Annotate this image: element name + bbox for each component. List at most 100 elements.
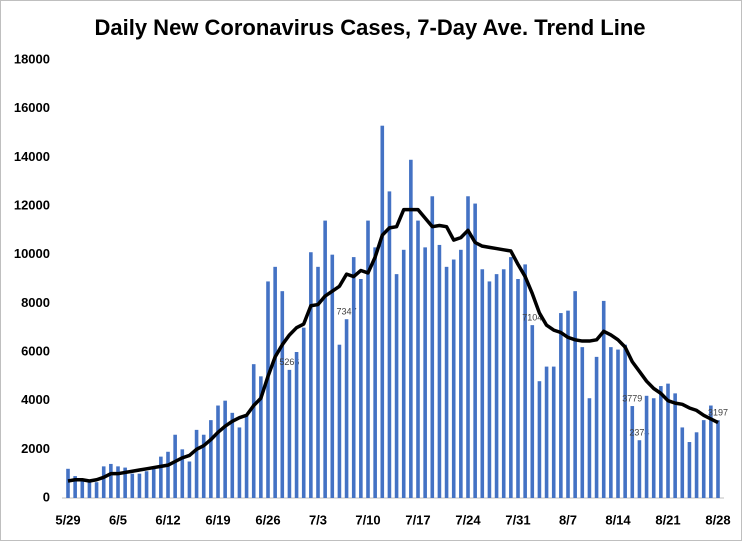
bar [216,405,220,498]
bar [680,427,685,498]
y-tick-label: 10000 [14,246,50,261]
bar [223,400,227,498]
y-tick-label: 0 [43,489,50,504]
bar [544,366,549,498]
bar [559,313,563,498]
trend-line [67,207,719,483]
bar [144,471,149,498]
bar [401,249,406,498]
x-tick-label: 5/29 [55,512,80,527]
bar [423,247,427,498]
bar [87,480,92,498]
bar [637,440,642,498]
data-label: 7104 [522,313,542,323]
bar [394,274,399,498]
bar [251,364,256,498]
bar [530,325,535,498]
y-tick-label: 12000 [14,197,50,212]
bar [173,434,177,498]
bar [280,291,285,498]
bar [509,257,513,498]
bar [137,473,142,498]
bar [359,279,363,498]
x-tick-label: 8/21 [655,512,680,527]
bar [716,420,720,498]
bar [151,466,156,498]
data-label: 3197 [708,408,728,418]
bar [287,369,292,498]
x-tick-label: 7/17 [405,512,430,527]
x-tick-label: 8/7 [559,512,577,527]
bar [316,266,320,498]
bar [409,159,413,498]
bar [244,415,249,498]
bar [373,247,377,498]
bar [587,398,592,498]
x-tick-label: 8/28 [705,512,730,527]
y-tick-label: 14000 [14,149,50,164]
bar [473,203,477,499]
bar [609,347,613,498]
bar [651,398,656,498]
y-tick-label: 16000 [14,100,50,115]
y-tick-label: 6000 [21,343,50,358]
bar [309,252,313,498]
bar [501,269,506,498]
bar [430,196,435,498]
bar [416,220,420,498]
bar [209,420,213,498]
y-tick-label: 8000 [21,295,50,310]
bar [294,352,299,498]
bar [116,466,120,498]
bar [459,249,463,498]
bar [701,420,706,498]
bar [101,466,106,498]
bar [123,467,127,498]
bar [537,381,542,498]
bar [516,279,520,498]
bar [466,196,470,498]
bar [194,429,199,498]
bar [301,327,306,498]
bar [444,266,449,498]
bar [580,347,585,498]
bar [487,281,492,498]
bar [94,482,99,498]
bar [451,259,456,498]
bar [566,310,570,498]
bar [130,473,135,498]
bar [494,274,499,498]
bar [273,266,277,498]
x-tick-label: 6/26 [255,512,280,527]
y-tick-label: 4000 [21,392,50,407]
bar [159,456,163,498]
bar [673,393,677,498]
bar [601,300,606,498]
bar [344,319,349,498]
y-tick-label: 18000 [14,51,50,66]
x-tick-label: 7/31 [505,512,530,527]
bar [230,412,235,498]
bar [330,254,335,498]
bar [201,434,206,498]
bar [523,264,527,498]
bar [709,405,713,498]
data-label: 3779 [622,393,642,403]
x-tick-label: 6/12 [155,512,180,527]
bar [480,269,485,498]
bar [687,442,692,498]
x-tick-label: 6/19 [205,512,230,527]
bar [109,463,113,498]
bar [437,244,442,498]
bar [659,386,663,498]
chart-title: Daily New Coronavirus Cases, 7-Day Ave. … [94,15,645,40]
data-label: 2374 [629,428,649,438]
bar [694,432,699,498]
bar [180,449,185,498]
bar [259,376,263,498]
bar [551,366,556,498]
bar [616,349,620,498]
data-label: 5266 [279,357,299,367]
bar [666,383,670,498]
bar [80,478,85,498]
